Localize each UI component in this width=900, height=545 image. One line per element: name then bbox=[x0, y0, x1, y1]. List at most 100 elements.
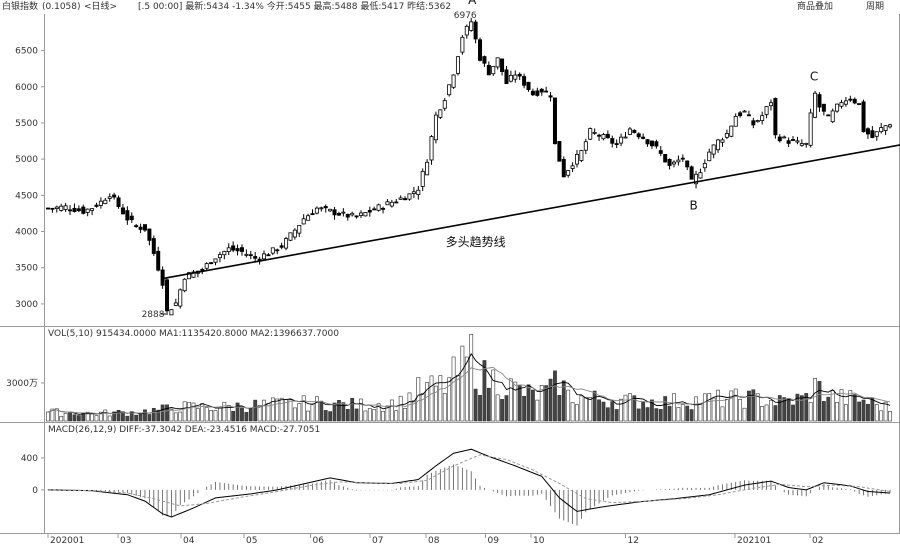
period-button[interactable]: 周期 bbox=[866, 2, 885, 12]
volume-bar bbox=[597, 399, 601, 422]
candle-body bbox=[98, 200, 103, 206]
candle-body bbox=[504, 69, 509, 85]
volume-bar bbox=[187, 402, 191, 422]
volume-bar bbox=[764, 404, 769, 422]
candle-body bbox=[707, 151, 712, 162]
candle-body bbox=[389, 201, 394, 207]
x-tick-label: 06 bbox=[313, 536, 325, 545]
candle-body bbox=[680, 157, 685, 160]
volume-bar bbox=[447, 377, 452, 422]
price-tick-label: 5500 bbox=[15, 119, 38, 129]
trendline-label: 多头趋势线 bbox=[446, 235, 506, 249]
candle-body bbox=[350, 212, 355, 216]
volume-bar bbox=[588, 397, 593, 422]
candle-body bbox=[253, 256, 258, 259]
volume-bar bbox=[310, 403, 315, 422]
candle-body bbox=[729, 125, 734, 137]
volume-bar bbox=[204, 407, 209, 422]
volume-bar bbox=[54, 408, 59, 422]
volume-bar bbox=[777, 395, 782, 422]
candle-body bbox=[689, 166, 694, 180]
candle-body bbox=[275, 249, 280, 252]
candle-body bbox=[222, 250, 227, 256]
volume-bar bbox=[535, 399, 540, 422]
volume-bar bbox=[442, 393, 447, 422]
candle-body bbox=[328, 208, 333, 212]
volume-bar bbox=[724, 398, 729, 422]
volume-bar bbox=[566, 389, 571, 422]
candle-body bbox=[632, 129, 637, 133]
candle-body bbox=[676, 159, 681, 163]
volume-bar bbox=[345, 409, 350, 422]
volume-bar bbox=[517, 385, 522, 422]
volume-bar bbox=[531, 389, 535, 422]
volume-bar bbox=[650, 399, 654, 422]
candle-body bbox=[367, 210, 372, 213]
volume-axis-ticks: 3000万 bbox=[6, 379, 44, 389]
volume-bar bbox=[685, 405, 690, 422]
volume-bar bbox=[619, 398, 623, 422]
candle-body bbox=[649, 140, 654, 147]
candle-body bbox=[627, 128, 632, 135]
volume-bar bbox=[156, 409, 161, 422]
volume-bar bbox=[121, 411, 125, 422]
candle-body bbox=[173, 302, 178, 306]
volume-bar bbox=[63, 412, 68, 422]
candle-body bbox=[129, 215, 134, 221]
volume-bar bbox=[350, 397, 355, 422]
overlay-button[interactable]: 商品叠加 bbox=[797, 2, 834, 12]
volume-bar bbox=[72, 414, 77, 422]
candle-body bbox=[711, 144, 716, 155]
index-name[interactable]: 白银指数 bbox=[2, 2, 39, 12]
candle-body bbox=[782, 136, 787, 139]
candle-body bbox=[530, 90, 535, 96]
bull-trendline[interactable] bbox=[162, 140, 900, 280]
candle-body bbox=[526, 81, 531, 90]
candle-body bbox=[385, 201, 390, 206]
candle-body bbox=[451, 74, 456, 88]
volume-bar bbox=[270, 397, 275, 422]
volume-bar bbox=[381, 410, 385, 422]
candle-body bbox=[619, 136, 624, 144]
period-tag[interactable]: <日线> bbox=[84, 2, 118, 12]
candle-body bbox=[262, 253, 267, 260]
volume-bar bbox=[94, 415, 99, 422]
volume-bar bbox=[707, 393, 712, 422]
peak-a-value: 6976 bbox=[454, 11, 477, 21]
candle-body bbox=[81, 206, 86, 214]
volume-bar bbox=[680, 404, 685, 422]
candle-body bbox=[112, 194, 117, 198]
candle-body bbox=[187, 272, 192, 280]
candle-body bbox=[323, 206, 328, 209]
volume-bar bbox=[76, 415, 81, 422]
volume-bar bbox=[398, 395, 403, 422]
volume-bar bbox=[178, 411, 183, 422]
candle-body bbox=[314, 207, 319, 214]
candle-body bbox=[416, 189, 421, 195]
candle-body bbox=[358, 212, 363, 216]
x-tick-label: 202001 bbox=[50, 536, 84, 545]
candle-body bbox=[733, 115, 738, 127]
candle-body bbox=[231, 245, 236, 251]
volume-bar bbox=[169, 408, 174, 422]
candle-body bbox=[535, 90, 540, 96]
volume-bar bbox=[557, 395, 562, 422]
volume-bar bbox=[813, 378, 817, 422]
candle-body bbox=[698, 172, 703, 179]
candle-body bbox=[839, 102, 844, 107]
candle-body bbox=[804, 142, 809, 145]
macd-lines bbox=[47, 448, 891, 518]
volume-bar bbox=[182, 401, 187, 422]
candle-body bbox=[879, 127, 884, 133]
macd-dea-line bbox=[48, 454, 891, 507]
x-tick-label: 08 bbox=[428, 536, 440, 545]
volume-bar bbox=[561, 380, 566, 422]
volume-bar bbox=[663, 396, 668, 422]
candle-body bbox=[495, 57, 500, 68]
volume-bar bbox=[628, 393, 632, 422]
candle-body bbox=[874, 131, 879, 137]
volume-bar bbox=[486, 387, 491, 422]
candle-body bbox=[433, 114, 438, 141]
